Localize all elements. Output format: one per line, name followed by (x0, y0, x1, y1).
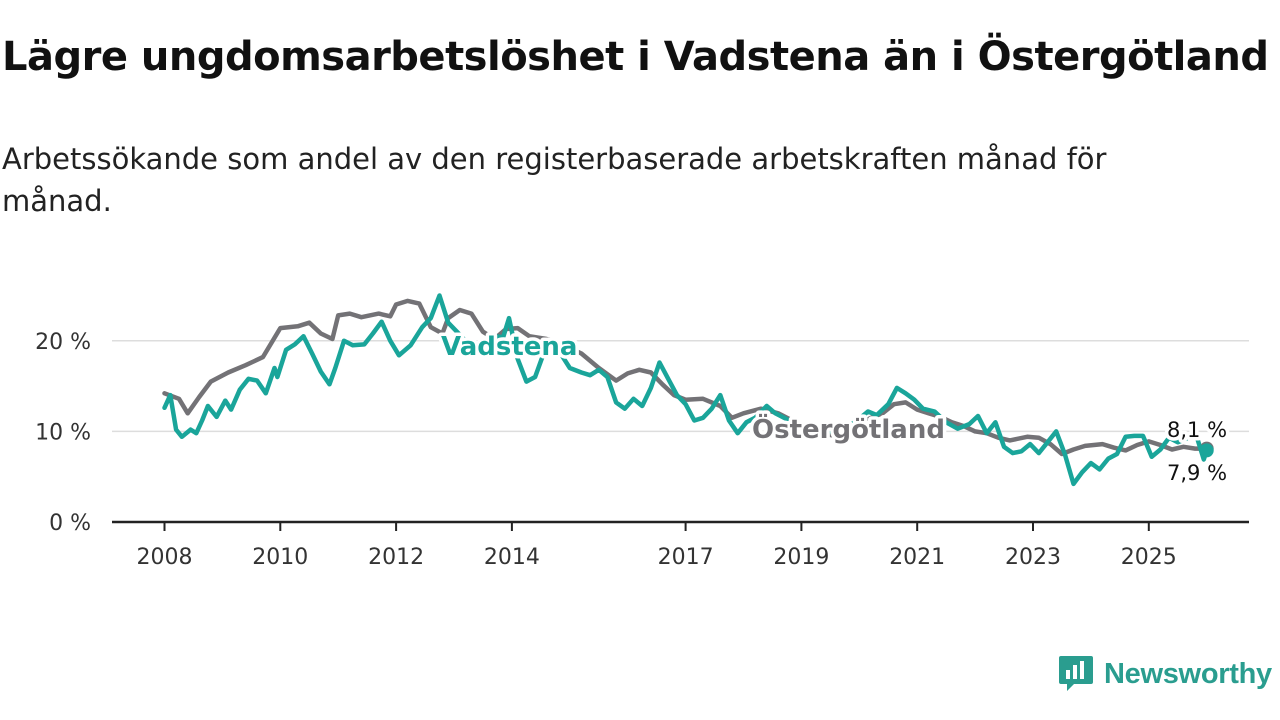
brand-name: Newsworthy (1104, 657, 1272, 690)
x-tick-label: 2025 (1121, 545, 1177, 570)
y-tick-label: 10 % (35, 420, 91, 445)
x-tick-label: 2023 (1005, 545, 1061, 570)
x-tick-label: 2017 (658, 545, 714, 570)
page-title: Lägre ungdomsarbetslöshet i Vadstena än … (2, 34, 1269, 80)
end-label-ostergotland: 8,1 % (1167, 418, 1227, 442)
y-tick-label: 20 % (35, 330, 91, 355)
series-line-vadstena (162, 293, 1209, 487)
x-tick-label: 2021 (889, 545, 945, 570)
x-axis: 2008 2010 2012 2014 2017 2019 2021 2023 2025 (112, 520, 1249, 570)
brand-logo[interactable]: Newsworthy (1058, 654, 1272, 694)
x-tick-label: 2012 (368, 545, 424, 570)
page-subtitle: Arbetssökande som andel av den registerb… (2, 142, 1107, 218)
series-end-marker (1199, 443, 1214, 458)
series-label-ostergotland: Östergötland (752, 412, 945, 445)
series-lines (162, 293, 1214, 487)
end-label-vadstena: 7,9 % (1167, 461, 1227, 485)
x-tick-label: 2019 (773, 545, 829, 570)
y-tick-label: 0 % (49, 511, 91, 536)
x-tick-label: 2008 (137, 545, 193, 570)
x-tick-label: 2010 (252, 545, 308, 570)
series-labels: Vadstena Östergötland 8,1 % 7,9 % (438, 329, 1231, 489)
y-axis-labels: 0 % 10 % 20 % (35, 330, 91, 536)
newsworthy-logo-icon (1059, 656, 1093, 691)
series-label-vadstena: Vadstena (441, 332, 577, 362)
x-tick-label: 2014 (484, 545, 540, 570)
